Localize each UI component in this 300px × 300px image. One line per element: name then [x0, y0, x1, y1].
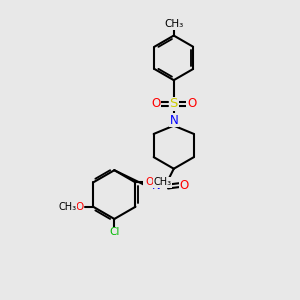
Text: N: N: [169, 114, 178, 127]
Text: CH₃: CH₃: [164, 19, 183, 29]
Text: O: O: [151, 98, 160, 110]
Text: CH₃: CH₃: [153, 177, 171, 188]
Text: O: O: [180, 178, 189, 192]
Text: Cl: Cl: [109, 227, 119, 237]
Text: O: O: [76, 202, 84, 212]
Text: O: O: [146, 177, 154, 188]
Text: H: H: [144, 180, 152, 190]
Text: CH₃: CH₃: [58, 202, 76, 212]
Text: N: N: [152, 178, 160, 192]
Text: S: S: [169, 98, 178, 110]
Text: O: O: [187, 98, 196, 110]
